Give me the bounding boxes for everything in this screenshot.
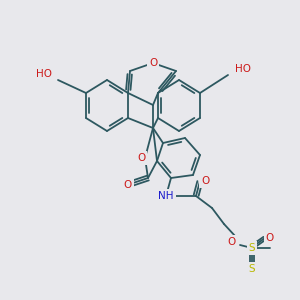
- Text: S: S: [249, 264, 255, 274]
- Text: HO: HO: [36, 69, 52, 79]
- Text: O: O: [201, 176, 209, 186]
- Text: O: O: [124, 180, 132, 190]
- Text: O: O: [228, 237, 236, 247]
- Text: NH: NH: [158, 191, 174, 201]
- Text: S: S: [249, 243, 255, 253]
- Text: O: O: [149, 58, 157, 68]
- Text: O: O: [137, 153, 145, 163]
- Text: O: O: [266, 233, 274, 243]
- Text: HO: HO: [235, 64, 251, 74]
